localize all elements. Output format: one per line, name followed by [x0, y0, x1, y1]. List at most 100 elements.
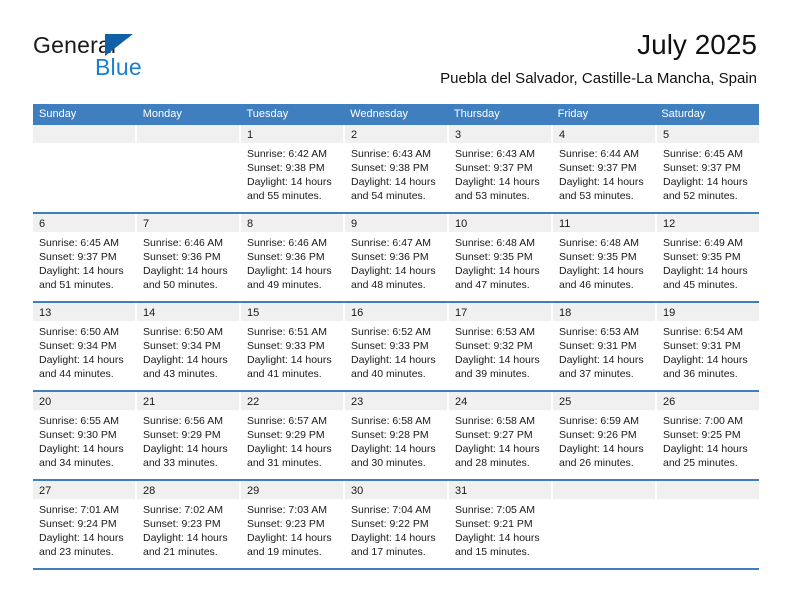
day-number: 31	[455, 485, 468, 497]
daylight-duration: Daylight: 14 hours and 40 minutes.	[351, 354, 436, 380]
day-number-band	[553, 481, 655, 499]
sunrise-time: Sunrise: 6:47 AM	[351, 237, 431, 249]
day-cell[interactable]: 13 Sunrise: 6:50 AM Sunset: 9:34 PM Dayligh…	[33, 303, 137, 390]
day-cell[interactable]: 24 Sunrise: 6:58 AM Sunset: 9:27 PM Dayligh…	[449, 392, 553, 479]
day-cell[interactable]: 8 Sunrise: 6:46 AM Sunset: 9:36 PM Daylight…	[241, 214, 345, 301]
day-number-band: 5	[657, 125, 759, 143]
day-number-band	[657, 481, 759, 499]
weekday-header-thursday: Thursday	[453, 108, 500, 120]
day-cell[interactable]: 12 Sunrise: 6:49 AM Sunset: 9:35 PM Dayligh…	[657, 214, 759, 301]
day-cell[interactable]: 5 Sunrise: 6:45 AM Sunset: 9:37 PM Daylight…	[657, 125, 759, 212]
daylight-duration: Daylight: 14 hours and 51 minutes.	[39, 265, 124, 291]
sunset-time: Sunset: 9:23 PM	[143, 518, 221, 530]
sunrise-time: Sunrise: 6:59 AM	[559, 415, 639, 427]
sunset-time: Sunset: 9:29 PM	[143, 429, 221, 441]
daylight-duration: Daylight: 14 hours and 52 minutes.	[663, 176, 748, 202]
sunrise-time: Sunrise: 7:00 AM	[663, 415, 743, 427]
day-details: Sunrise: 6:55 AM Sunset: 9:30 PM Daylight:…	[33, 410, 135, 470]
day-number: 6	[39, 218, 46, 230]
day-cell[interactable]: 9 Sunrise: 6:47 AM Sunset: 9:36 PM Daylight…	[345, 214, 449, 301]
daylight-duration: Daylight: 14 hours and 48 minutes.	[351, 265, 436, 291]
sunset-time: Sunset: 9:31 PM	[663, 340, 741, 352]
sunrise-time: Sunrise: 6:50 AM	[143, 326, 223, 338]
day-cell[interactable]: 27 Sunrise: 7:01 AM Sunset: 9:24 PM Dayligh…	[33, 481, 137, 568]
sunrise-time: Sunrise: 6:50 AM	[39, 326, 119, 338]
calendar-week-row: 27 Sunrise: 7:01 AM Sunset: 9:24 PM Dayligh…	[33, 481, 759, 570]
day-cell[interactable]: 15 Sunrise: 6:51 AM Sunset: 9:33 PM Dayligh…	[241, 303, 345, 390]
day-cell[interactable]: 6 Sunrise: 6:45 AM Sunset: 9:37 PM Daylight…	[33, 214, 137, 301]
day-number: 2	[351, 129, 358, 141]
day-number: 1	[247, 129, 254, 141]
daylight-duration: Daylight: 14 hours and 31 minutes.	[247, 443, 332, 469]
day-cell-empty	[657, 481, 759, 568]
sunset-time: Sunset: 9:37 PM	[39, 251, 117, 263]
day-cell[interactable]: 28 Sunrise: 7:02 AM Sunset: 9:23 PM Dayligh…	[137, 481, 241, 568]
day-cell[interactable]: 19 Sunrise: 6:54 AM Sunset: 9:31 PM Dayligh…	[657, 303, 759, 390]
general-blue-logo[interactable]: General Blue	[33, 32, 253, 88]
day-details: Sunrise: 6:51 AM Sunset: 9:33 PM Daylight:…	[241, 321, 343, 381]
day-cell[interactable]: 1 Sunrise: 6:42 AM Sunset: 9:38 PM Daylight…	[241, 125, 345, 212]
daylight-duration: Daylight: 14 hours and 50 minutes.	[143, 265, 228, 291]
daylight-duration: Daylight: 14 hours and 43 minutes.	[143, 354, 228, 380]
sunset-time: Sunset: 9:21 PM	[455, 518, 533, 530]
day-cell[interactable]: 21 Sunrise: 6:56 AM Sunset: 9:29 PM Dayligh…	[137, 392, 241, 479]
day-details: Sunrise: 7:03 AM Sunset: 9:23 PM Daylight:…	[241, 499, 343, 559]
day-cell[interactable]: 20 Sunrise: 6:55 AM Sunset: 9:30 PM Dayligh…	[33, 392, 137, 479]
sunrise-time: Sunrise: 6:58 AM	[455, 415, 535, 427]
day-cell[interactable]: 10 Sunrise: 6:48 AM Sunset: 9:35 PM Dayligh…	[449, 214, 553, 301]
day-number-band	[137, 125, 239, 143]
day-number: 5	[663, 129, 670, 141]
day-cell[interactable]: 16 Sunrise: 6:52 AM Sunset: 9:33 PM Dayligh…	[345, 303, 449, 390]
sunset-time: Sunset: 9:30 PM	[39, 429, 117, 441]
day-number-band: 14	[137, 303, 239, 321]
day-details: Sunrise: 6:48 AM Sunset: 9:35 PM Daylight:…	[553, 232, 655, 292]
sunset-time: Sunset: 9:22 PM	[351, 518, 429, 530]
day-details: Sunrise: 6:45 AM Sunset: 9:37 PM Daylight:…	[657, 143, 759, 203]
day-cell[interactable]: 23 Sunrise: 6:58 AM Sunset: 9:28 PM Dayligh…	[345, 392, 449, 479]
sunset-time: Sunset: 9:34 PM	[39, 340, 117, 352]
day-number-band: 21	[137, 392, 239, 410]
day-details: Sunrise: 6:46 AM Sunset: 9:36 PM Daylight:…	[137, 232, 239, 292]
day-number: 8	[247, 218, 254, 230]
calendar-week-row: 13 Sunrise: 6:50 AM Sunset: 9:34 PM Dayligh…	[33, 303, 759, 392]
sunrise-time: Sunrise: 6:48 AM	[455, 237, 535, 249]
day-details: Sunrise: 6:46 AM Sunset: 9:36 PM Daylight:…	[241, 232, 343, 292]
day-cell[interactable]: 4 Sunrise: 6:44 AM Sunset: 9:37 PM Daylight…	[553, 125, 657, 212]
day-number-band	[33, 125, 135, 143]
day-details: Sunrise: 7:00 AM Sunset: 9:25 PM Daylight:…	[657, 410, 759, 470]
day-details: Sunrise: 7:04 AM Sunset: 9:22 PM Daylight:…	[345, 499, 447, 559]
day-cell[interactable]: 3 Sunrise: 6:43 AM Sunset: 9:37 PM Daylight…	[449, 125, 553, 212]
day-cell[interactable]: 17 Sunrise: 6:53 AM Sunset: 9:32 PM Dayligh…	[449, 303, 553, 390]
day-cell[interactable]: 30 Sunrise: 7:04 AM Sunset: 9:22 PM Dayligh…	[345, 481, 449, 568]
sunrise-time: Sunrise: 6:48 AM	[559, 237, 639, 249]
day-cell[interactable]: 22 Sunrise: 6:57 AM Sunset: 9:29 PM Dayligh…	[241, 392, 345, 479]
sunset-time: Sunset: 9:36 PM	[247, 251, 325, 263]
day-details: Sunrise: 6:43 AM Sunset: 9:38 PM Daylight:…	[345, 143, 447, 203]
weekday-header-wednesday: Wednesday	[350, 108, 409, 120]
day-cell[interactable]: 29 Sunrise: 7:03 AM Sunset: 9:23 PM Dayligh…	[241, 481, 345, 568]
day-cell[interactable]: 7 Sunrise: 6:46 AM Sunset: 9:36 PM Daylight…	[137, 214, 241, 301]
day-cell[interactable]: 31 Sunrise: 7:05 AM Sunset: 9:21 PM Dayligh…	[449, 481, 553, 568]
sunrise-time: Sunrise: 6:49 AM	[663, 237, 743, 249]
day-number-band: 17	[449, 303, 551, 321]
day-cell[interactable]: 11 Sunrise: 6:48 AM Sunset: 9:35 PM Dayligh…	[553, 214, 657, 301]
day-cell[interactable]: 14 Sunrise: 6:50 AM Sunset: 9:34 PM Dayligh…	[137, 303, 241, 390]
sunset-time: Sunset: 9:26 PM	[559, 429, 637, 441]
sunrise-time: Sunrise: 7:02 AM	[143, 504, 223, 516]
day-number: 19	[663, 307, 676, 319]
day-number: 17	[455, 307, 468, 319]
day-number-band: 12	[657, 214, 759, 232]
day-cell[interactable]: 25 Sunrise: 6:59 AM Sunset: 9:26 PM Dayligh…	[553, 392, 657, 479]
sunrise-time: Sunrise: 7:03 AM	[247, 504, 327, 516]
day-cell[interactable]: 26 Sunrise: 7:00 AM Sunset: 9:25 PM Dayligh…	[657, 392, 759, 479]
day-number: 29	[247, 485, 260, 497]
sunset-time: Sunset: 9:28 PM	[351, 429, 429, 441]
weekday-header-saturday: Saturday	[661, 108, 706, 120]
weekday-header-row: Sunday Monday Tuesday Wednesday Thursday…	[33, 104, 759, 125]
day-cell[interactable]: 18 Sunrise: 6:53 AM Sunset: 9:31 PM Dayligh…	[553, 303, 657, 390]
day-details: Sunrise: 6:45 AM Sunset: 9:37 PM Daylight:…	[33, 232, 135, 292]
daylight-duration: Daylight: 14 hours and 53 minutes.	[559, 176, 644, 202]
day-cell[interactable]: 2 Sunrise: 6:43 AM Sunset: 9:38 PM Daylight…	[345, 125, 449, 212]
daylight-duration: Daylight: 14 hours and 54 minutes.	[351, 176, 436, 202]
day-number-band: 9	[345, 214, 447, 232]
